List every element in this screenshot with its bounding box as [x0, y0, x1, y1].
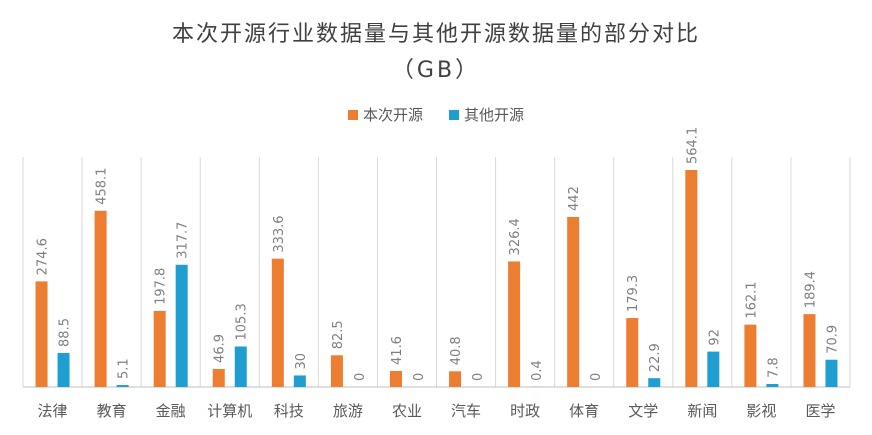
x-tick-label: 医学	[805, 402, 835, 420]
bar-series-1	[626, 318, 639, 387]
bar-series-2	[234, 346, 247, 387]
x-tick-label: 新闻	[687, 402, 717, 420]
bar-series-1	[803, 314, 816, 387]
x-tick-label: 文学	[628, 402, 658, 420]
bar-series-1	[35, 281, 48, 387]
bar-series-2	[293, 375, 306, 387]
bar-series-1	[153, 310, 166, 387]
data-label-series-1: 333.6	[272, 215, 287, 252]
bar-series-1	[449, 371, 462, 387]
x-tick-label: 体育	[569, 402, 599, 420]
bar-series-2	[116, 385, 129, 387]
bar-series-2	[175, 264, 188, 387]
legend-label-series-1: 本次开源	[362, 106, 423, 124]
bar-series-1	[212, 368, 225, 387]
legend-item-series-1: 本次开源	[347, 104, 423, 125]
bar-series-1	[94, 210, 107, 387]
x-tick-label: 金融	[156, 402, 186, 420]
bar-series-2	[766, 383, 779, 387]
bar-series-2	[57, 352, 70, 387]
x-tick-label: 影视	[746, 402, 776, 420]
data-label-series-2: 7.8	[766, 357, 781, 378]
bar-series-1	[508, 261, 521, 387]
data-label-series-2: 88.5	[58, 318, 73, 347]
legend-item-series-2: 其他开源	[449, 104, 524, 125]
bar-series-2	[648, 378, 661, 387]
data-label-series-1: 41.6	[390, 336, 405, 365]
data-label-series-2: 0	[353, 373, 368, 381]
bar-series-1	[330, 355, 343, 387]
data-label-series-2: 70.9	[825, 325, 840, 354]
bar-series-2	[707, 351, 720, 387]
data-label-series-1: 197.8	[154, 268, 169, 305]
x-tick-label: 汽车	[451, 402, 481, 420]
data-label-series-1: 564.1	[685, 127, 700, 164]
legend-label-series-2: 其他开源	[464, 106, 525, 124]
bar-series-2	[825, 359, 838, 387]
data-label-series-1: 458.1	[95, 168, 110, 205]
data-label-series-1: 179.3	[626, 275, 641, 312]
x-tick-label: 教育	[97, 402, 127, 420]
data-label-series-2: 30	[294, 353, 309, 370]
data-label-series-2: 0	[412, 373, 427, 381]
data-label-series-2: 0	[471, 373, 486, 381]
data-label-series-1: 274.6	[36, 238, 51, 275]
data-label-series-1: 326.4	[508, 218, 523, 255]
data-label-series-1: 40.8	[449, 336, 464, 365]
legend-swatch-series-2	[449, 109, 459, 120]
bar-series-1	[685, 170, 698, 387]
data-label-series-2: 92	[707, 329, 722, 346]
legend: 本次开源 其他开源	[0, 104, 872, 125]
data-label-series-1: 442	[567, 186, 582, 211]
data-label-series-1: 162.1	[744, 281, 759, 318]
data-label-series-2: 105.3	[235, 303, 250, 340]
x-tick-label: 法律	[38, 402, 68, 420]
bar-series-1	[744, 324, 757, 387]
data-label-series-2: 22.9	[648, 343, 663, 372]
data-label-series-2: 0.4	[530, 360, 545, 381]
bar-series-1	[567, 216, 580, 387]
data-label-series-2: 5.1	[117, 358, 132, 379]
data-label-series-2: 0	[589, 373, 604, 381]
bar-series-1	[271, 258, 284, 387]
bar-series-1	[389, 370, 402, 387]
data-label-series-2: 317.7	[176, 222, 191, 259]
x-tick-label: 农业	[392, 402, 422, 420]
x-tick-label: 时政	[510, 402, 540, 420]
x-tick-label: 旅游	[333, 402, 363, 420]
data-label-series-1: 189.4	[803, 271, 818, 308]
chart-title: 本次开源行业数据量与其他开源数据量的部分对比	[171, 22, 700, 47]
x-tick-label: 计算机	[207, 402, 252, 420]
x-tick-label: 科技	[274, 402, 304, 420]
legend-swatch-series-1	[347, 109, 358, 120]
chart-subtitle: （GB）	[391, 58, 481, 83]
data-label-series-1: 46.9	[213, 334, 228, 363]
data-label-series-1: 82.5	[331, 320, 346, 349]
